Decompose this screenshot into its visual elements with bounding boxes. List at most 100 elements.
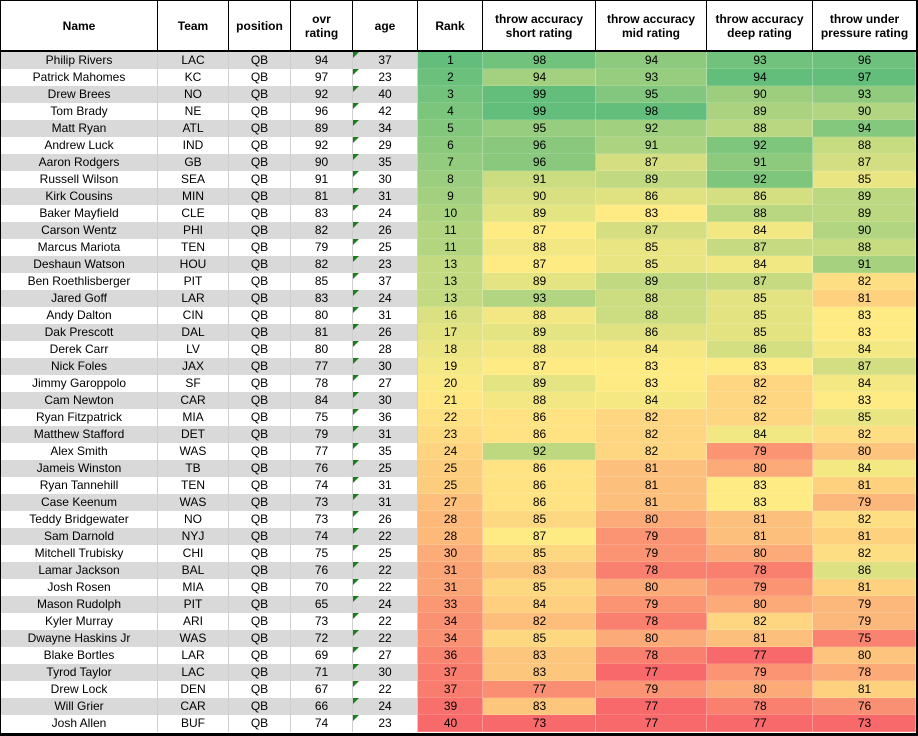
cell-team[interactable]: IND [158,137,229,154]
column-header-mid[interactable]: throw accuracy mid rating [596,1,707,50]
cell-short[interactable]: 93 [483,290,596,307]
cell-rank[interactable]: 30 [418,545,483,562]
cell-ovr[interactable]: 79 [291,239,353,256]
cell-pressure[interactable]: 75 [813,630,916,647]
cell-pressure[interactable]: 81 [813,579,916,596]
column-header-team[interactable]: Team [158,1,229,50]
cell-ovr[interactable]: 94 [291,52,353,69]
cell-age[interactable]: 22 [353,562,418,579]
cell-mid[interactable]: 80 [596,511,707,528]
cell-mid[interactable]: 82 [596,409,707,426]
cell-name[interactable]: Drew Lock [1,681,158,698]
cell-mid[interactable]: 88 [596,307,707,324]
cell-age[interactable]: 30 [353,392,418,409]
cell-name[interactable]: Ryan Fitzpatrick [1,409,158,426]
column-header-deep[interactable]: throw accuracy deep rating [707,1,813,50]
cell-team[interactable]: PIT [158,596,229,613]
cell-mid[interactable]: 87 [596,222,707,239]
cell-short[interactable]: 83 [483,647,596,664]
cell-rank[interactable]: 28 [418,511,483,528]
cell-name[interactable]: Aaron Rodgers [1,154,158,171]
cell-mid[interactable]: 82 [596,443,707,460]
cell-short[interactable]: 86 [483,426,596,443]
cell-short[interactable]: 83 [483,562,596,579]
cell-short[interactable]: 88 [483,341,596,358]
cell-deep[interactable]: 82 [707,392,813,409]
cell-age[interactable]: 27 [353,375,418,392]
cell-short[interactable]: 83 [483,664,596,681]
cell-name[interactable]: Jimmy Garoppolo [1,375,158,392]
cell-ovr[interactable]: 85 [291,273,353,290]
cell-team[interactable]: MIN [158,188,229,205]
cell-short[interactable]: 86 [483,494,596,511]
cell-ovr[interactable]: 75 [291,545,353,562]
cell-ovr[interactable]: 96 [291,103,353,120]
cell-position[interactable]: QB [229,630,291,647]
cell-deep[interactable]: 88 [707,120,813,137]
cell-age[interactable]: 25 [353,460,418,477]
cell-name[interactable]: Patrick Mahomes [1,69,158,86]
cell-short[interactable]: 90 [483,188,596,205]
cell-short[interactable]: 89 [483,273,596,290]
cell-rank[interactable]: 18 [418,341,483,358]
cell-position[interactable]: QB [229,698,291,715]
cell-team[interactable]: TB [158,460,229,477]
cell-ovr[interactable]: 67 [291,681,353,698]
cell-deep[interactable]: 78 [707,562,813,579]
cell-rank[interactable]: 9 [418,188,483,205]
cell-team[interactable]: WAS [158,443,229,460]
cell-name[interactable]: Marcus Mariota [1,239,158,256]
cell-deep[interactable]: 85 [707,324,813,341]
cell-name[interactable]: Cam Newton [1,392,158,409]
cell-short[interactable]: 73 [483,715,596,732]
cell-name[interactable]: Case Keenum [1,494,158,511]
cell-name[interactable]: Jared Goff [1,290,158,307]
cell-short[interactable]: 85 [483,511,596,528]
cell-age[interactable]: 31 [353,307,418,324]
cell-short[interactable]: 98 [483,52,596,69]
cell-mid[interactable]: 86 [596,324,707,341]
cell-position[interactable]: QB [229,562,291,579]
cell-deep[interactable]: 79 [707,664,813,681]
cell-age[interactable]: 22 [353,579,418,596]
cell-pressure[interactable]: 88 [813,137,916,154]
cell-pressure[interactable]: 94 [813,120,916,137]
cell-rank[interactable]: 24 [418,443,483,460]
column-header-age[interactable]: age [353,1,418,50]
cell-name[interactable]: Carson Wentz [1,222,158,239]
cell-rank[interactable]: 28 [418,528,483,545]
cell-age[interactable]: 31 [353,426,418,443]
cell-rank[interactable]: 23 [418,426,483,443]
cell-rank[interactable]: 37 [418,664,483,681]
cell-mid[interactable]: 79 [596,528,707,545]
cell-pressure[interactable]: 87 [813,358,916,375]
cell-short[interactable]: 87 [483,358,596,375]
cell-team[interactable]: LV [158,341,229,358]
cell-pressure[interactable]: 82 [813,511,916,528]
cell-deep[interactable]: 77 [707,715,813,732]
cell-position[interactable]: QB [229,188,291,205]
cell-position[interactable]: QB [229,324,291,341]
cell-age[interactable]: 24 [353,596,418,613]
cell-position[interactable]: QB [229,511,291,528]
cell-short[interactable]: 83 [483,698,596,715]
cell-pressure[interactable]: 81 [813,477,916,494]
cell-age[interactable]: 26 [353,511,418,528]
cell-rank[interactable]: 21 [418,392,483,409]
cell-age[interactable]: 36 [353,409,418,426]
cell-short[interactable]: 87 [483,222,596,239]
cell-ovr[interactable]: 80 [291,307,353,324]
cell-ovr[interactable]: 74 [291,715,353,732]
cell-pressure[interactable]: 84 [813,375,916,392]
cell-position[interactable]: QB [229,239,291,256]
cell-position[interactable]: QB [229,528,291,545]
cell-deep[interactable]: 79 [707,579,813,596]
cell-name[interactable]: Josh Allen [1,715,158,732]
cell-position[interactable]: QB [229,409,291,426]
cell-short[interactable]: 99 [483,103,596,120]
cell-short[interactable]: 87 [483,256,596,273]
cell-team[interactable]: LAR [158,647,229,664]
cell-team[interactable]: TEN [158,239,229,256]
cell-deep[interactable]: 84 [707,222,813,239]
cell-mid[interactable]: 80 [596,630,707,647]
